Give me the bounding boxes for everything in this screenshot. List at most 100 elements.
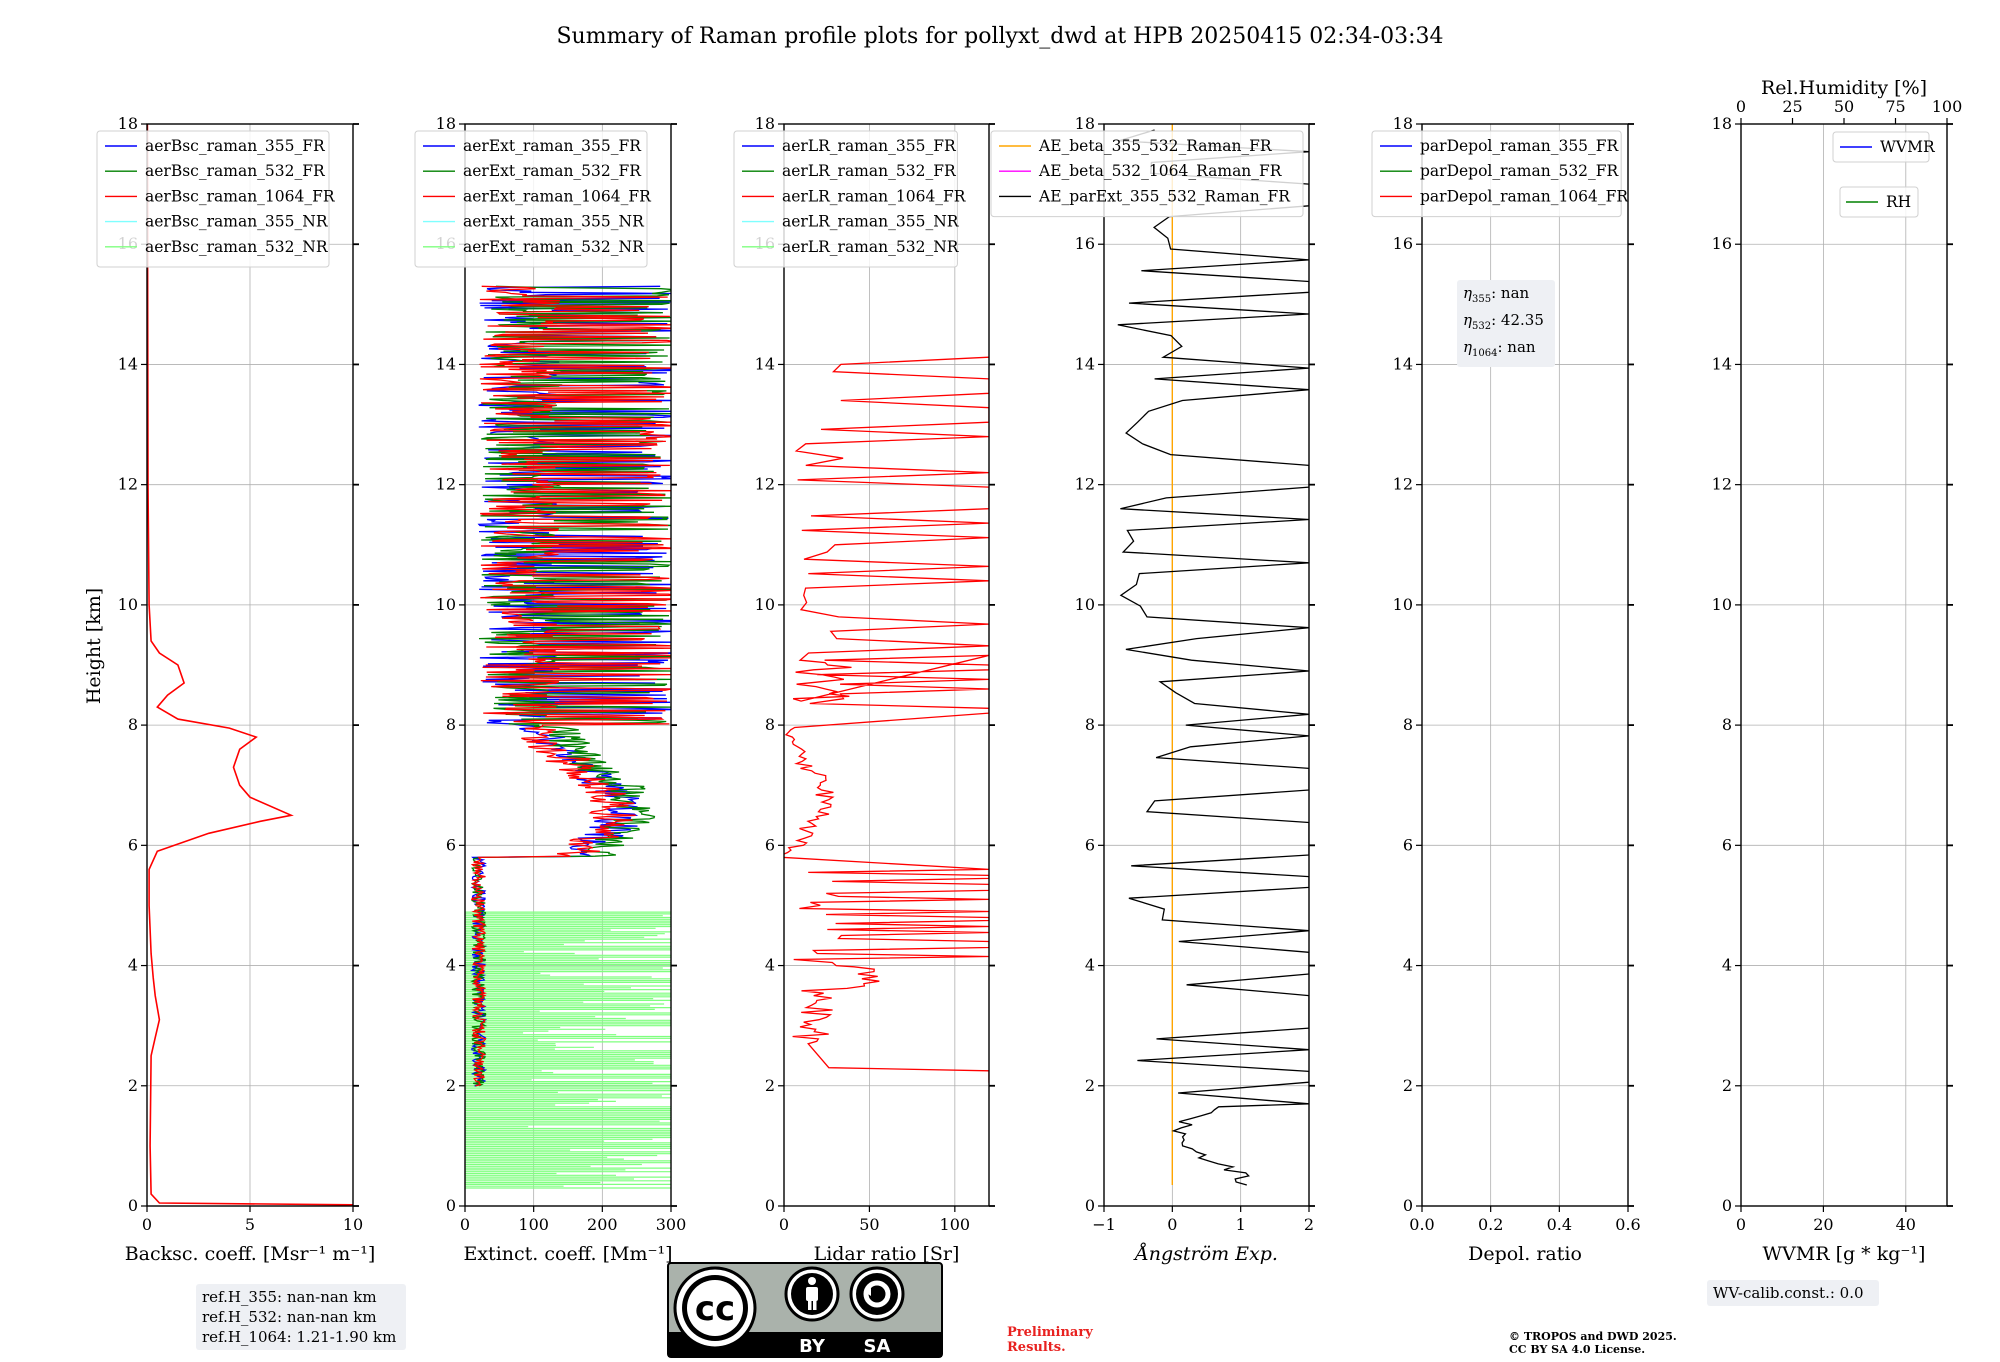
y-tick-label: 18 [118,114,138,133]
legend-label: aerExt_raman_355_FR [463,137,642,155]
legend-wvmr: WVMR [1832,131,1936,163]
axes-frame [783,123,990,1207]
y-tick-label: 6 [1722,835,1732,854]
legend-label: parDepol_raman_532_FR [1420,162,1620,180]
legend-rh: RH [1839,186,1919,218]
x-tick-label: 0 [1736,1215,1746,1234]
y-tick-label: 10 [1712,595,1732,614]
legend-label: aerBsc_raman_355_FR [145,137,326,155]
x2-tick-label: 25 [1782,97,1802,116]
y-tick-label: 6 [446,835,456,854]
y-tick-label: 8 [1722,715,1732,734]
y-tick-label: 12 [755,475,775,494]
x-axis-label: Extinct. coeff. [Mm⁻¹] [463,1243,672,1265]
wv-calib-box: WV-calib.const.: 0.0 [1707,1280,1879,1306]
x-tick-label: 0.6 [1615,1215,1640,1234]
panel-3: 050100024681012141618Lidar ratio [Sr]aer… [733,114,995,1265]
y-tick-label: 8 [446,715,456,734]
legend-label: AE_parExt_355_532_Raman_FR [1038,187,1291,205]
panel-data [1117,124,1309,1186]
y-tick-label: 18 [755,114,775,133]
y-tick-label: 8 [128,715,138,734]
axes-frame [146,123,354,1207]
legend-label: aerExt_raman_532_NR [463,238,645,256]
svg-text:BY: BY [799,1336,826,1357]
y-axis-label: Height [km] [83,588,105,704]
x-tick-label: 0 [460,1215,470,1234]
x-tick-label: 2 [1304,1215,1314,1234]
legend-label: aerBsc_raman_1064_FR [145,187,336,205]
ref-h-355: ref.H_355: nan-nan km [202,1288,377,1306]
cc-by-sa-logo: cc BY SA [667,1262,943,1358]
y-tick-label: 4 [1085,956,1095,975]
x2-tick-label: 0 [1736,97,1746,116]
legend-label: AE_beta_532_1064_Raman_FR [1038,162,1283,180]
y-tick-label: 0 [128,1196,138,1215]
y-tick-label: 4 [446,956,456,975]
x-axis-label: Depol. ratio [1468,1243,1582,1265]
y-tick-label: 0 [765,1196,775,1215]
series-line-aerLR-1064-FR [784,356,989,1083]
axes-frame [464,123,672,1207]
legend-label: parDepol_raman_355_FR [1420,137,1620,155]
ref-h-532: ref.H_532: nan-nan km [202,1308,377,1326]
x-axis-label: Ångström Exp. [1133,1243,1278,1265]
y-tick-label: 8 [765,715,775,734]
y-tick-label: 12 [436,475,456,494]
x-tick-label: 10 [343,1215,363,1234]
x-tick-label: 0.2 [1478,1215,1503,1234]
legend-label: aerLR_raman_355_FR [782,137,957,155]
reference-height-box: ref.H_355: nan-nan km ref.H_532: nan-nan… [196,1284,406,1350]
legend-frame [1832,131,1930,163]
legend-label: aerLR_raman_532_FR [782,162,957,180]
x2-tick-label: 75 [1885,97,1905,116]
legend-frame [96,130,330,268]
legend-label: aerBsc_raman_532_FR [145,162,326,180]
eta-355: η355: nan [1463,284,1530,305]
legend-label: aerLR_raman_355_NR [782,213,960,231]
y-tick-label: 6 [1403,835,1413,854]
x-tick-label: 300 [656,1215,687,1234]
x-tick-label: 1 [1236,1215,1246,1234]
y-tick-label: 16 [1075,234,1095,253]
legend-label-rh: RH [1886,193,1911,211]
series-line-aerBsc-1064 [147,124,353,1206]
legend-label: aerExt_raman_355_NR [463,213,645,231]
legend: aerBsc_raman_355_FR aerBsc_raman_532_FRae… [96,130,336,268]
eta-1064: η1064: nan [1463,338,1536,359]
y-tick-label: 2 [1403,1076,1413,1095]
svg-text:SA: SA [864,1336,891,1357]
legend-label: aerExt_raman_532_FR [463,162,642,180]
legend-label: aerLR_raman_532_NR [782,238,960,256]
panel-data [784,356,989,1083]
figure-title: Summary of Raman profile plots for polly… [556,24,1443,49]
legend-label: aerLR_raman_1064_FR [782,187,967,205]
y-tick-label: 10 [436,595,456,614]
axes-frame [1103,123,1310,1207]
x-tick-label: 0 [1167,1215,1177,1234]
y-tick-label: 12 [1393,475,1413,494]
preliminary-results-note: Preliminary Results. [1007,1325,1093,1355]
y-tick-label: 8 [1403,715,1413,734]
x-tick-label: 5 [245,1215,255,1234]
x-tick-label: 20 [1813,1215,1833,1234]
y-tick-label: 0 [1085,1196,1095,1215]
y-tick-label: 2 [1722,1076,1732,1095]
x2-tick-label: 50 [1834,97,1854,116]
y-tick-label: 0 [1403,1196,1413,1215]
y-tick-label: 14 [436,354,456,373]
x-tick-label: 100 [940,1215,971,1234]
ref-h-1064: ref.H_1064: 1.21-1.90 km [202,1328,397,1346]
y-tick-label: 2 [1085,1076,1095,1095]
x2-tick-label: 100 [1932,97,1963,116]
legend-label: aerBsc_raman_532_NR [145,238,329,256]
x-tick-label: 0 [142,1215,152,1234]
series-line-aerExt-532-FR [470,285,671,1087]
y-tick-label: 18 [1393,114,1413,133]
y-tick-label: 14 [118,354,138,373]
y-tick-label: 2 [765,1076,775,1095]
y-tick-label: 18 [1075,114,1095,133]
series-line-AE-parExt-355-532 [1117,129,1309,1186]
panel-2: 0100200300024681012141618Extinct. coeff.… [414,114,687,1265]
x-axis-label: WVMR [g * kg⁻¹] [1763,1243,1926,1265]
